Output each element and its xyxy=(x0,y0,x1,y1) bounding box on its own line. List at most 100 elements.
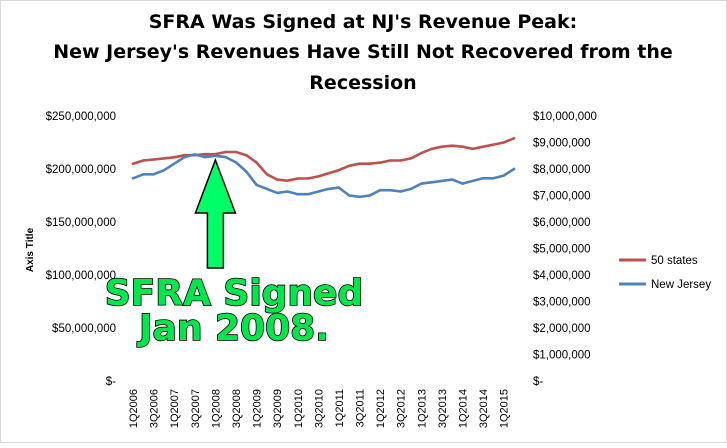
data-point-new-jersey xyxy=(348,194,351,197)
left-axis: $- $50,000,000 $100,000,000 $150,000,000 $20… xyxy=(46,111,117,388)
x-tick-label: 3Q2014 xyxy=(478,389,490,428)
data-point-50-states xyxy=(389,159,392,162)
data-point-50-states xyxy=(399,159,402,162)
x-tick-label: 1Q2009 xyxy=(252,389,264,428)
legend-label-new-jersey: New Jersey xyxy=(651,279,711,291)
data-point-50-states xyxy=(327,172,330,175)
data-point-50-states xyxy=(152,158,155,161)
x-tick-label: 3Q2013 xyxy=(437,389,449,428)
annotation-line-1: SFRA Signed xyxy=(105,273,364,314)
data-point-new-jersey xyxy=(265,187,269,191)
data-point-new-jersey xyxy=(440,179,444,183)
data-point-new-jersey xyxy=(327,187,330,191)
data-point-new-jersey xyxy=(183,155,186,159)
data-point-new-jersey xyxy=(152,173,155,176)
y-axis-title: Axis Title xyxy=(25,227,36,272)
data-point-50-states xyxy=(162,157,166,160)
plot-area xyxy=(131,137,516,199)
legend: 50 states New Jersey xyxy=(619,255,711,291)
data-point-50-states xyxy=(368,162,371,165)
right-tick-label: $4,000,000 xyxy=(533,270,591,282)
chart-title-line-2: New Jersey's Revenues Have Still Not Rec… xyxy=(53,41,673,63)
legend-label-50-states: 50 states xyxy=(651,255,698,267)
data-point-new-jersey xyxy=(224,155,227,159)
data-point-new-jersey xyxy=(481,177,485,180)
data-point-new-jersey xyxy=(399,190,402,193)
right-tick-label: $7,000,000 xyxy=(533,191,591,203)
right-tick-label: $1,000,000 xyxy=(533,350,591,362)
x-tick-label: 3Q2012 xyxy=(396,389,408,428)
up-arrow-icon xyxy=(194,157,237,269)
data-point-50-states xyxy=(471,147,474,151)
data-point-new-jersey xyxy=(358,195,361,198)
data-point-50-states xyxy=(286,179,289,182)
x-tick-label: 3Q2007 xyxy=(190,389,202,428)
data-point-50-states xyxy=(502,141,505,144)
data-point-50-states xyxy=(245,154,248,157)
data-point-50-states xyxy=(378,161,382,164)
right-tick-label: $10,000,000 xyxy=(533,111,597,123)
left-tick-label: $200,000,000 xyxy=(46,164,116,176)
chart-title-line-1: SFRA Was Signed at NJ's Revenue Peak: xyxy=(149,11,578,33)
data-point-50-states xyxy=(440,145,444,148)
annotation: SFRA Signed Jan 2008. xyxy=(104,157,364,350)
data-point-new-jersey xyxy=(378,189,382,192)
data-point-new-jersey xyxy=(234,161,238,164)
left-tick-label: $100,000,000 xyxy=(46,270,116,282)
data-point-new-jersey xyxy=(296,193,299,196)
data-point-new-jersey xyxy=(131,177,135,180)
data-point-50-states xyxy=(451,144,454,147)
x-tick-label: 1Q2011 xyxy=(334,389,346,427)
data-point-new-jersey xyxy=(389,189,392,192)
data-point-new-jersey xyxy=(162,169,166,172)
data-point-50-states xyxy=(255,161,258,164)
data-point-50-states xyxy=(348,164,351,167)
data-point-new-jersey xyxy=(368,194,371,197)
left-tick-label: $250,000,000 xyxy=(46,111,116,123)
x-tick-label: 3Q2010 xyxy=(313,389,325,428)
data-point-new-jersey xyxy=(203,155,207,159)
left-tick-label: $150,000,000 xyxy=(46,217,116,229)
right-tick-label: $- xyxy=(533,376,543,388)
data-point-new-jersey xyxy=(337,186,341,189)
data-point-new-jersey xyxy=(214,154,217,157)
x-tick-label: 3Q2009 xyxy=(272,389,284,428)
series-line-new-jersey xyxy=(131,153,516,199)
data-point-50-states xyxy=(512,137,516,140)
data-point-new-jersey xyxy=(286,190,289,193)
x-tick-label: 1Q2014 xyxy=(458,389,470,428)
x-tick-label: 1Q2013 xyxy=(416,389,428,428)
left-tick-label: $50,000,000 xyxy=(52,323,116,335)
data-point-50-states xyxy=(203,153,207,156)
data-point-50-states xyxy=(409,157,413,160)
left-tick-label: $- xyxy=(106,376,116,388)
data-point-50-states xyxy=(481,145,485,148)
data-point-new-jersey xyxy=(306,193,310,196)
data-point-50-states xyxy=(420,151,423,155)
data-point-50-states xyxy=(296,177,299,180)
data-point-new-jersey xyxy=(245,170,248,173)
data-point-50-states xyxy=(142,159,145,162)
data-point-50-states xyxy=(358,162,361,165)
x-axis: 1Q2006 3Q2006 1Q2007 3Q2007 1Q2008 3Q2008 1Q20… xyxy=(128,389,511,428)
right-axis: $- $1,000,000 $2,000,000 $3,000,000 $4,000,0… xyxy=(533,111,597,388)
data-point-new-jersey xyxy=(193,153,196,156)
data-point-50-states xyxy=(276,178,279,181)
data-point-50-states xyxy=(492,143,495,146)
data-point-new-jersey xyxy=(502,174,505,177)
data-point-new-jersey xyxy=(430,181,433,184)
data-point-new-jersey xyxy=(471,179,474,183)
data-point-50-states xyxy=(224,150,227,154)
right-tick-label: $9,000,000 xyxy=(533,138,591,150)
data-point-new-jersey xyxy=(512,167,516,171)
data-point-new-jersey xyxy=(276,191,279,195)
data-point-new-jersey xyxy=(317,190,320,193)
x-tick-label: 3Q2008 xyxy=(231,389,243,428)
data-point-50-states xyxy=(430,147,433,151)
right-tick-label: $5,000,000 xyxy=(533,244,591,256)
data-point-50-states xyxy=(461,145,464,148)
x-tick-label: 1Q2012 xyxy=(375,389,387,428)
